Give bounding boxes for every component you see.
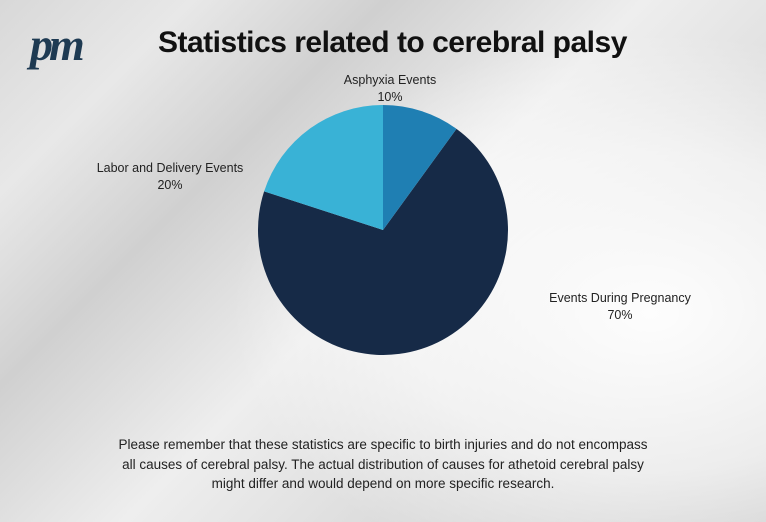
slice-label-name: Labor and Delivery Events bbox=[97, 161, 244, 175]
footnote-text: Please remember that these statistics ar… bbox=[0, 435, 766, 494]
slice-label-pct: 70% bbox=[607, 308, 632, 322]
slice-label-pregnancy: Events During Pregnancy 70% bbox=[540, 290, 700, 324]
pie-chart-svg bbox=[258, 105, 508, 355]
slice-label-name: Asphyxia Events bbox=[344, 73, 436, 87]
slice-label-pct: 20% bbox=[157, 178, 182, 192]
slice-label-pct: 10% bbox=[377, 90, 402, 104]
slice-label-name: Events During Pregnancy bbox=[549, 291, 691, 305]
slice-label-labor: Labor and Delivery Events 20% bbox=[85, 160, 255, 194]
slice-label-asphyxia: Asphyxia Events 10% bbox=[330, 72, 450, 106]
page-title: Statistics related to cerebral palsy bbox=[158, 26, 627, 60]
logo: pm bbox=[30, 22, 81, 68]
pie-chart bbox=[258, 105, 508, 355]
